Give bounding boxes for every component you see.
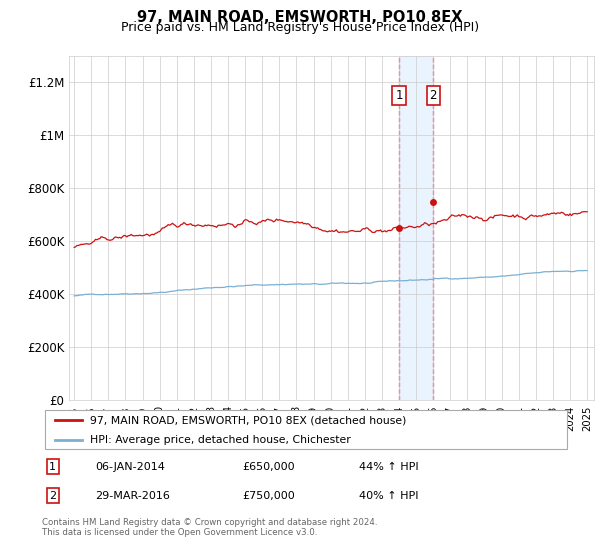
Text: 97, MAIN ROAD, EMSWORTH, PO10 8EX (detached house): 97, MAIN ROAD, EMSWORTH, PO10 8EX (detac… (89, 415, 406, 425)
Text: 40% ↑ HPI: 40% ↑ HPI (359, 491, 418, 501)
FancyBboxPatch shape (44, 410, 568, 449)
Text: £750,000: £750,000 (242, 491, 295, 501)
Text: 2: 2 (49, 491, 56, 501)
Text: Price paid vs. HM Land Registry's House Price Index (HPI): Price paid vs. HM Land Registry's House … (121, 21, 479, 34)
Text: Contains HM Land Registry data © Crown copyright and database right 2024.
This d: Contains HM Land Registry data © Crown c… (42, 518, 377, 538)
Text: £650,000: £650,000 (242, 461, 295, 472)
Text: 97, MAIN ROAD, EMSWORTH, PO10 8EX: 97, MAIN ROAD, EMSWORTH, PO10 8EX (137, 10, 463, 25)
Text: 2: 2 (430, 89, 437, 102)
Text: HPI: Average price, detached house, Chichester: HPI: Average price, detached house, Chic… (89, 435, 350, 445)
Text: 1: 1 (395, 89, 403, 102)
Text: 44% ↑ HPI: 44% ↑ HPI (359, 461, 418, 472)
Text: 29-MAR-2016: 29-MAR-2016 (95, 491, 170, 501)
Bar (399, 56, 433, 400)
Text: 06-JAN-2014: 06-JAN-2014 (95, 461, 164, 472)
Text: 1: 1 (49, 461, 56, 472)
